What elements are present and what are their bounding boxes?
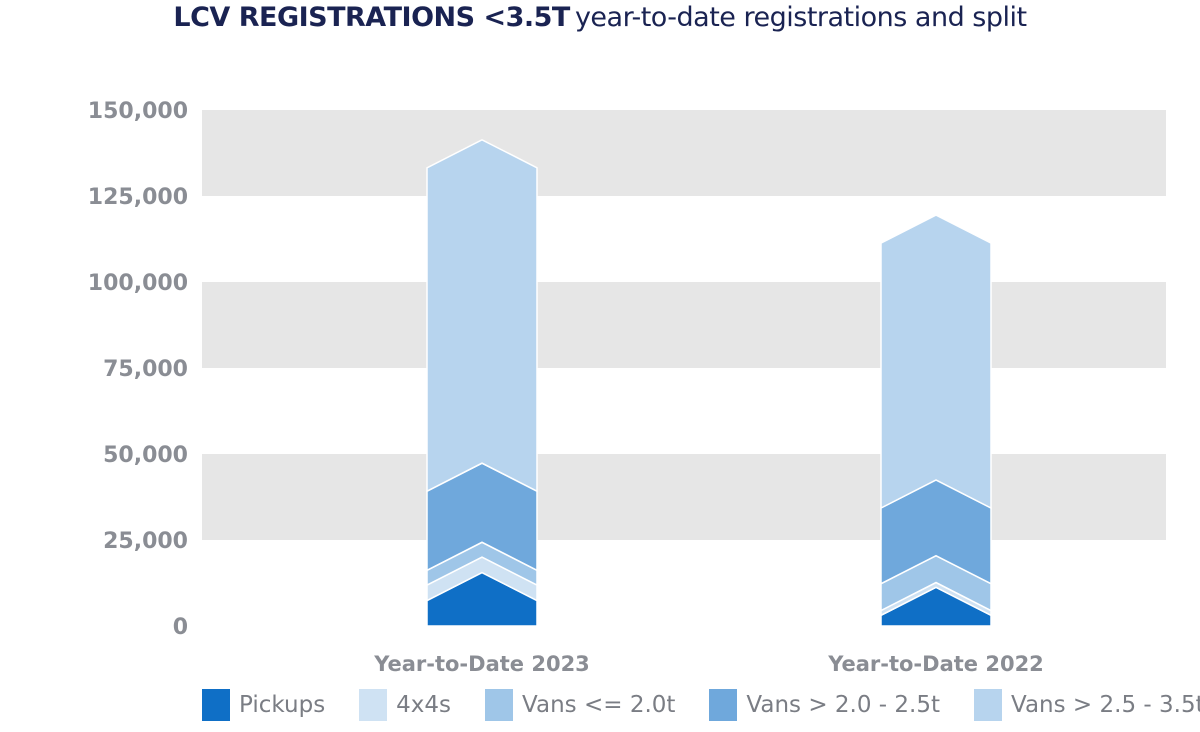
y-tick-label: 0 [173, 615, 188, 640]
y-tick-label: 25,000 [103, 529, 188, 554]
legend-item: 4x4s [359, 689, 451, 721]
legend-label: Vans > 2.0 - 2.5t [746, 692, 941, 718]
legend-swatch [485, 689, 514, 721]
bar-segment [880, 214, 992, 510]
chart-title: LCV REGISTRATIONS <3.5T year-to-date reg… [0, 2, 1200, 33]
y-tick-label: 75,000 [103, 357, 188, 382]
x-axis: Year-to-Date 2023 Year-to-Date 2022 [373, 652, 1044, 676]
grid-band [202, 282, 1166, 368]
chart-title-sub: year-to-date registrations and split [574, 2, 1027, 33]
legend-swatch [359, 689, 388, 721]
y-tick-label: 150,000 [88, 99, 188, 124]
legend-item: Vans > 2.0 - 2.5t [709, 689, 940, 721]
legend-label: Vans > 2.5 - 3.5t [1011, 692, 1200, 718]
grid-bands [202, 110, 1166, 540]
grid-band [202, 454, 1166, 540]
legend-label: 4x4s [396, 692, 452, 718]
x-tick-label: Year-to-Date 2023 [373, 652, 590, 676]
x-tick-label: Year-to-Date 2022 [827, 652, 1044, 676]
grid-band [202, 110, 1166, 196]
legend-item: Pickups [202, 689, 325, 721]
legend-swatch [709, 689, 738, 721]
legend-item: Vans > 2.5 - 3.5t [974, 689, 1200, 721]
y-tick-label: 100,000 [88, 271, 188, 296]
y-tick-label: 50,000 [103, 443, 188, 468]
legend-label: Pickups [239, 692, 326, 718]
legend-swatch [202, 689, 230, 721]
legend-label: Vans <= 2.0t [522, 692, 676, 718]
chart-title-main: LCV REGISTRATIONS <3.5T [173, 2, 570, 33]
legend-swatch [974, 689, 1003, 721]
y-tick-label: 125,000 [88, 185, 188, 210]
legend-item: Vans <= 2.0t [485, 689, 675, 721]
y-axis: 0 25,000 50,000 75,000 100,000 125,000 150,000 [88, 99, 188, 640]
legend: Pickups 4x4s Vans <= 2.0t Vans > 2.0 - 2.5t… [202, 688, 1200, 722]
bars [426, 138, 992, 627]
bar-segment [426, 138, 538, 493]
stacked-bar-chart: 0 25,000 50,000 75,000 100,000 125,000 150,000… [88, 99, 1166, 676]
